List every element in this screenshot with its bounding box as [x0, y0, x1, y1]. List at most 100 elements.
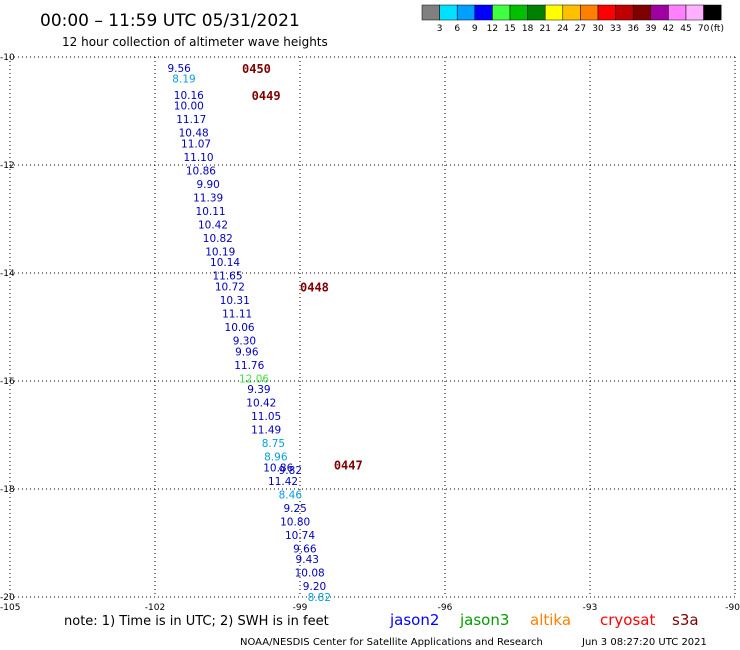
colorbar-label: (ft): [710, 24, 724, 34]
map-subtitle: 12 hour collection of altimeter wave hei…: [62, 35, 328, 49]
colorbar-label: 30: [592, 24, 604, 34]
lon-tick-label: -105: [0, 603, 20, 613]
colorbar-label: 70: [698, 24, 710, 34]
wave-height-value: 10.00: [174, 101, 204, 113]
lat-tick-label: -12: [0, 161, 15, 171]
wave-height-value: 9.82: [279, 465, 302, 477]
wave-height-value: 11.65: [212, 271, 242, 283]
colorbar-label: 33: [610, 24, 621, 34]
wave-height-value: 9.39: [247, 384, 270, 396]
wave-height-value: 10.42: [246, 398, 276, 410]
colorbar-swatch: [650, 4, 669, 21]
lon-tick-label: -99: [293, 603, 308, 613]
wave-height-value: 10.86: [186, 165, 216, 177]
colorbar-swatch: [703, 4, 722, 21]
lon-tick-label: -93: [583, 603, 598, 613]
wave-height-value: 11.10: [183, 152, 213, 164]
satellite-legend-jason3: jason3: [459, 611, 509, 629]
colorbar-label: 24: [557, 24, 569, 34]
wave-height-value: 10.72: [215, 282, 245, 294]
pass-label: 0449: [252, 89, 281, 103]
footer-note: note: 1) Time is in UTC; 2) SWH is in fe…: [64, 614, 329, 629]
wave-height-value: 11.17: [176, 114, 206, 126]
wave-height-values: 9.568.1910.1610.0011.1710.4811.0711.1010…: [167, 63, 331, 604]
colorbar-swatch: [439, 4, 458, 21]
wave-height-value: 8.96: [264, 452, 288, 464]
wave-height-value: 8.75: [262, 438, 285, 450]
wave-height-value: 9.25: [283, 503, 306, 515]
wave-height-value: 9.90: [196, 179, 219, 191]
lon-tick-label: -102: [145, 603, 165, 613]
lat-tick-label: -10: [0, 53, 15, 63]
wave-height-value: 11.76: [234, 360, 264, 372]
colorbar-swatch: [597, 4, 616, 21]
pass-label: 0447: [334, 459, 363, 473]
wave-height-value: 8.46: [279, 489, 303, 501]
satellite-legend: jason2 jason3 altika cryosat s3a: [389, 611, 699, 629]
wave-height-value: 10.80: [280, 516, 310, 528]
wave-height-value: 10.06: [225, 322, 255, 334]
colorbar-swatch: [421, 4, 440, 21]
wave-height-value: 10.31: [220, 295, 250, 307]
lat-lon-grid: [9, 56, 736, 598]
generation-timestamp: Jun 3 08:27:20 UTC 2021: [581, 637, 707, 648]
colorbar-label: 6: [454, 24, 460, 34]
colorbar-label: 3: [437, 24, 443, 34]
colorbar-swatch: [668, 4, 687, 21]
colorbar-swatch: [492, 4, 511, 21]
wave-height-value: 11.42: [268, 476, 298, 488]
wave-height-value: 11.49: [251, 425, 281, 437]
wave-height-value: 11.11: [222, 309, 252, 321]
colorbar-swatch: [544, 4, 564, 21]
colorbar-swatch: [562, 4, 581, 21]
colorbar-swatch: [527, 4, 546, 21]
wave-height-value: 9.43: [296, 554, 319, 566]
lat-tick-label: -16: [0, 377, 15, 387]
wave-height-value: 11.39: [193, 192, 223, 204]
wave-height-value: 10.82: [203, 233, 233, 245]
lat-tick-label: -14: [0, 269, 15, 279]
satellite-legend-altika: altika: [530, 611, 571, 629]
wave-height-value: 10.42: [198, 219, 228, 231]
colorbar-label: 45: [680, 24, 691, 34]
colorbar-swatch: [456, 4, 476, 21]
credit-text: NOAA/NESDIS Center for Satellite Applica…: [240, 637, 543, 648]
lon-tick-label: -96: [438, 603, 453, 613]
satellite-legend-s3a: s3a: [672, 611, 699, 629]
wave-height-value: 10.19: [205, 246, 235, 258]
colorbar-label: 39: [645, 24, 657, 34]
wave-height-value: 10.86: [263, 462, 293, 474]
axis-tick-labels: -105 -102 -99 -96 -93 -90 -10 -12 -14 -16 -18 -20: [0, 53, 740, 613]
wave-height-value: 10.11: [196, 206, 226, 218]
wave-height-value: 10.74: [285, 530, 315, 542]
wave-height-value: 9.20: [303, 581, 326, 593]
colorbar-legend: 3 6 9 12 15 18 21 24 27 30 33 36 39 42 45 70 (ft): [421, 4, 724, 34]
colorbar-label: 9: [472, 24, 478, 34]
wave-height-value: 8.19: [172, 74, 195, 86]
lat-tick-label: -20: [0, 593, 15, 603]
colorbar-label: 21: [539, 24, 550, 34]
wave-height-value: 9.30: [233, 336, 256, 348]
satellite-legend-jason2: jason2: [389, 611, 439, 629]
pass-label: 0450: [242, 62, 271, 76]
wave-height-value: 11.07: [181, 138, 211, 150]
wave-height-value: 12.06: [239, 373, 269, 385]
wave-height-value: 8.82: [308, 592, 331, 604]
colorbar-label: 12: [487, 24, 498, 34]
wave-height-value: 10.14: [210, 257, 240, 269]
colorbar-swatch: [615, 4, 634, 21]
colorbar-label: 42: [663, 24, 674, 34]
wave-height-value: 9.96: [235, 346, 259, 358]
pass-labels: 0450 0449 0448 0447: [242, 62, 363, 473]
satellite-legend-cryosat: cryosat: [600, 611, 655, 629]
wave-height-value: 9.66: [293, 543, 317, 555]
wave-height-value: 10.16: [174, 90, 204, 102]
pass-label: 0448: [300, 281, 329, 295]
colorbar-label: 15: [504, 24, 515, 34]
colorbar-swatch: [685, 4, 704, 21]
colorbar-swatch: [580, 4, 599, 21]
wave-height-value: 10.48: [179, 128, 209, 140]
wave-height-value: 11.05: [251, 411, 281, 423]
colorbar-label: 27: [575, 24, 586, 34]
